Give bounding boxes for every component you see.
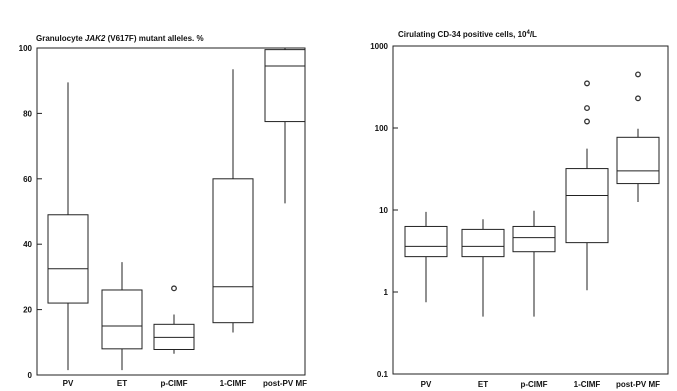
plot-area-frame <box>392 45 669 375</box>
cd34-cells-chart: Cirulating CD-34 positive cells, 104/L 0… <box>370 30 669 389</box>
y-tick-label: 0.1 <box>377 370 389 379</box>
box-post-pv-mf <box>264 48 306 204</box>
category-label: p-CIMF <box>520 380 547 389</box>
y-tick-label: 20 <box>23 306 32 315</box>
iqr-box <box>461 228 505 258</box>
y-tick-label: 40 <box>23 240 32 249</box>
category-label: ET <box>117 379 127 388</box>
y-tick-label: 1 <box>384 288 389 297</box>
outlier-point <box>635 95 641 102</box>
box-p-cimf <box>153 285 195 354</box>
y-tick-label: 100 <box>375 124 389 133</box>
iqr-box <box>565 168 609 244</box>
category-label: post-PV MF <box>616 380 660 389</box>
category-label: post-PV MF <box>263 379 307 388</box>
plot-area-frame <box>36 47 306 376</box>
iqr-box <box>47 214 89 304</box>
iqr-box <box>264 49 306 123</box>
category-label: 1-CIMF <box>220 379 247 388</box>
iqr-box <box>101 289 143 350</box>
box-et <box>461 219 505 317</box>
outlier-point <box>584 105 590 112</box>
iqr-box <box>616 136 660 185</box>
category-label: ET <box>478 380 488 389</box>
outlier-point <box>635 71 641 78</box>
category-label: p-CIMF <box>160 379 187 388</box>
box-1-cimf <box>212 69 254 333</box>
y-tick-label: 10 <box>379 206 388 215</box>
y-tick-label: 1000 <box>370 42 388 51</box>
box-et <box>101 262 143 371</box>
outlier-point <box>584 80 590 87</box>
mutant-alleles-chart: Granulocyte JAK2 (V617F) mutant alleles.… <box>19 34 307 388</box>
y-tick-label: 100 <box>19 44 33 53</box>
chart-title: Granulocyte JAK2 (V617F) mutant alleles.… <box>36 34 204 43</box>
box-1-cimf <box>565 80 609 291</box>
iqr-box <box>212 178 254 324</box>
category-label: PV <box>63 379 74 388</box>
iqr-box <box>512 225 556 253</box>
category-label: PV <box>421 380 432 389</box>
box-p-cimf <box>512 210 556 317</box>
box-pv <box>47 82 89 371</box>
iqr-box <box>404 225 448 258</box>
box-post-pv-mf <box>616 71 660 203</box>
y-tick-label: 0 <box>28 371 33 380</box>
y-tick-label: 60 <box>23 175 32 184</box>
chart-title: Cirulating CD-34 positive cells, 104/L <box>398 30 537 39</box>
category-label: 1-CIMF <box>574 380 601 389</box>
outlier-point <box>584 118 590 125</box>
outlier-point <box>171 285 177 292</box>
box-pv <box>404 211 448 303</box>
y-tick-label: 80 <box>23 109 32 118</box>
